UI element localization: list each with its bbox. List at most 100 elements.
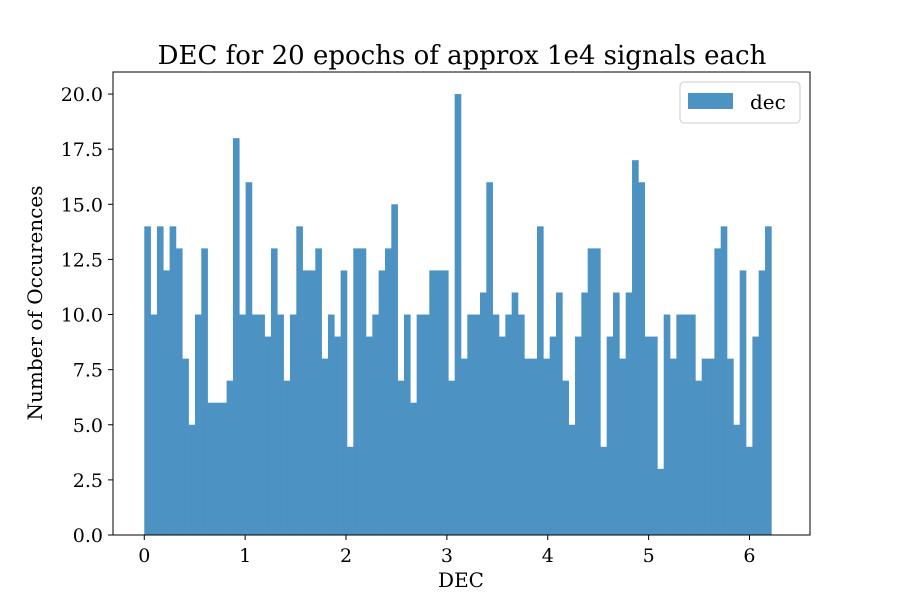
histogram-bar — [714, 248, 722, 535]
histogram-bar — [251, 314, 259, 535]
histogram-bar — [695, 380, 702, 535]
histogram-bar — [277, 314, 284, 535]
histogram-bar — [327, 314, 335, 535]
histogram-bars — [144, 94, 772, 536]
histogram-bar — [384, 248, 392, 535]
histogram-bar — [156, 226, 164, 535]
histogram-bar — [372, 314, 379, 535]
histogram-bar — [765, 226, 772, 535]
histogram-bar — [581, 292, 588, 535]
y-tick-label: 10.0 — [61, 305, 103, 327]
histogram-bar — [258, 314, 265, 535]
histogram-bar — [746, 446, 753, 535]
histogram-bar — [410, 402, 417, 535]
histogram-bar — [480, 292, 487, 535]
histogram-bar — [226, 380, 234, 535]
histogram-bar — [207, 402, 215, 535]
plot-frame — [112, 71, 811, 536]
histogram-bar — [150, 314, 158, 535]
x-tick-label: 2 — [340, 545, 352, 567]
histogram-bar — [625, 292, 633, 535]
histogram-bar — [644, 336, 652, 535]
histogram-bar — [416, 314, 424, 535]
histogram-bar — [144, 226, 151, 535]
histogram-bar — [727, 358, 734, 535]
x-axis-ticks: 0 1 2 3 4 5 6 — [138, 535, 756, 567]
histogram-bar — [530, 358, 538, 535]
histogram-bar — [568, 424, 576, 535]
histogram-bar — [194, 314, 202, 535]
histogram-bar — [302, 270, 310, 535]
histogram-bar — [556, 292, 563, 535]
legend-swatch-dec — [688, 93, 733, 109]
histogram-bar — [511, 292, 519, 535]
histogram-bar — [689, 314, 696, 535]
histogram-bar — [594, 248, 601, 535]
histogram-bar — [429, 270, 436, 535]
x-tick-label: 5 — [643, 545, 655, 567]
histogram-bar — [353, 248, 360, 535]
histogram-bar — [422, 314, 430, 535]
histogram-bar — [682, 314, 690, 535]
histogram-bar — [315, 248, 322, 535]
histogram-bar — [733, 424, 741, 535]
histogram-bar — [676, 314, 683, 535]
y-tick-label: 12.5 — [61, 249, 103, 271]
histogram-bar — [543, 358, 550, 535]
y-tick-label: 5.0 — [73, 415, 103, 437]
histogram-bar — [486, 182, 493, 536]
legend: dec — [679, 81, 801, 124]
chart-title: DEC for 20 epochs of approx 1e4 signals … — [158, 41, 767, 71]
x-tick-label: 6 — [743, 545, 755, 567]
histogram-bar — [467, 314, 474, 535]
histogram-bar — [562, 380, 569, 535]
histogram-bar — [296, 226, 303, 535]
histogram-bar — [632, 160, 639, 535]
histogram-bar — [499, 336, 506, 535]
histogram-bar — [270, 248, 278, 535]
histogram-bar — [283, 380, 291, 535]
y-tick-label: 7.5 — [73, 360, 103, 382]
histogram-bar — [492, 314, 500, 535]
histogram-bar — [448, 380, 455, 535]
histogram-bar — [505, 314, 512, 535]
histogram-bar — [175, 248, 183, 535]
histogram-bar — [397, 380, 405, 535]
histogram-bar — [537, 226, 544, 535]
legend-label-dec: dec — [750, 90, 786, 114]
histogram-bar — [587, 248, 595, 535]
histogram-bar — [346, 446, 354, 535]
histogram-bar — [365, 336, 373, 535]
histogram-bar — [575, 336, 582, 535]
x-tick-label: 3 — [441, 545, 453, 567]
histogram-bar — [619, 358, 626, 535]
histogram-bar — [606, 336, 614, 535]
x-tick-label: 0 — [138, 545, 150, 567]
histogram-bar — [473, 314, 481, 535]
histogram-bar — [549, 336, 557, 535]
histogram-bar — [163, 270, 170, 535]
histogram-bar — [454, 94, 462, 536]
histogram-bar — [403, 314, 411, 535]
histogram-bar — [657, 468, 664, 535]
y-tick-label: 2.5 — [73, 470, 103, 492]
histogram-bar — [613, 292, 620, 535]
histogram-bar — [201, 248, 208, 535]
histogram-bar — [264, 336, 272, 535]
histogram-bar — [213, 402, 221, 535]
y-tick-label: 17.5 — [61, 139, 103, 161]
histogram-bar — [289, 314, 297, 535]
histogram-bar — [518, 314, 525, 535]
histogram-bar — [739, 270, 747, 535]
histogram-bar — [308, 270, 316, 535]
histogram-bar — [232, 138, 240, 535]
histogram-bar — [441, 270, 449, 535]
histogram-bar — [524, 358, 531, 535]
histogram-bar — [359, 248, 367, 535]
y-axis-label: Number of Occurences — [23, 186, 47, 421]
histogram-bar — [758, 270, 766, 535]
histogram-bar — [461, 358, 468, 535]
x-tick-label: 4 — [542, 545, 554, 567]
histogram-bar — [708, 358, 715, 535]
